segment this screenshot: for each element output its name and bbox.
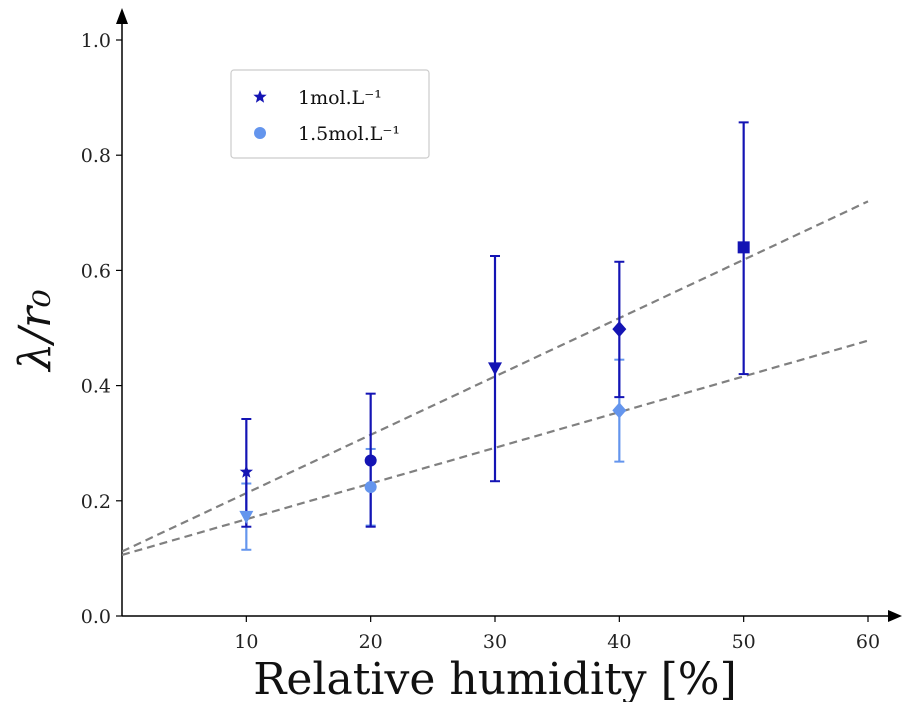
data-point-star [239,465,253,478]
legend-label: 1.5mol.L⁻¹ [298,123,400,145]
legend-box [230,69,430,159]
data-point-circle [254,127,266,139]
data-point-circle [364,480,377,493]
data-markers [239,241,750,524]
y-tick-label: 0.2 [81,491,111,513]
axes: 10 20 30 40 50 60 0.0 0.2 0.4 0.6 0.8 1.0 [81,8,902,653]
x-axis-title: Relative humidity [%] [253,654,736,702]
y-tick-label: 0.6 [81,260,111,282]
y-axis-arrowhead [116,8,128,24]
legend-label: 1mol.L⁻¹ [298,87,382,109]
y-axis-title: λ/r₀ [10,289,61,373]
y-tick-label: 1.0 [81,30,111,52]
y-tick-label: 0.8 [81,145,111,167]
x-tick-label: 60 [856,631,880,653]
y-tick-label: 0.4 [81,376,111,398]
data-point-triangle [239,510,254,524]
x-axis-arrowhead [888,610,902,622]
x-tick-label: 40 [607,631,631,653]
data-point-diamond [612,402,627,419]
data-point-square [737,241,750,254]
x-tick-label: 50 [732,631,756,653]
x-tick-label: 10 [234,631,258,653]
data-point-triangle [488,362,502,376]
y-tick-label: 0.0 [81,606,111,628]
data-point-diamond [612,321,627,338]
data-point-circle [364,454,377,467]
legend: 1mol.L⁻¹ 1.5mol.L⁻¹ [230,69,430,159]
data-point-star [253,90,267,103]
x-tick-label: 30 [483,631,507,653]
x-tick-label: 20 [359,631,383,653]
error-bars [241,121,749,551]
